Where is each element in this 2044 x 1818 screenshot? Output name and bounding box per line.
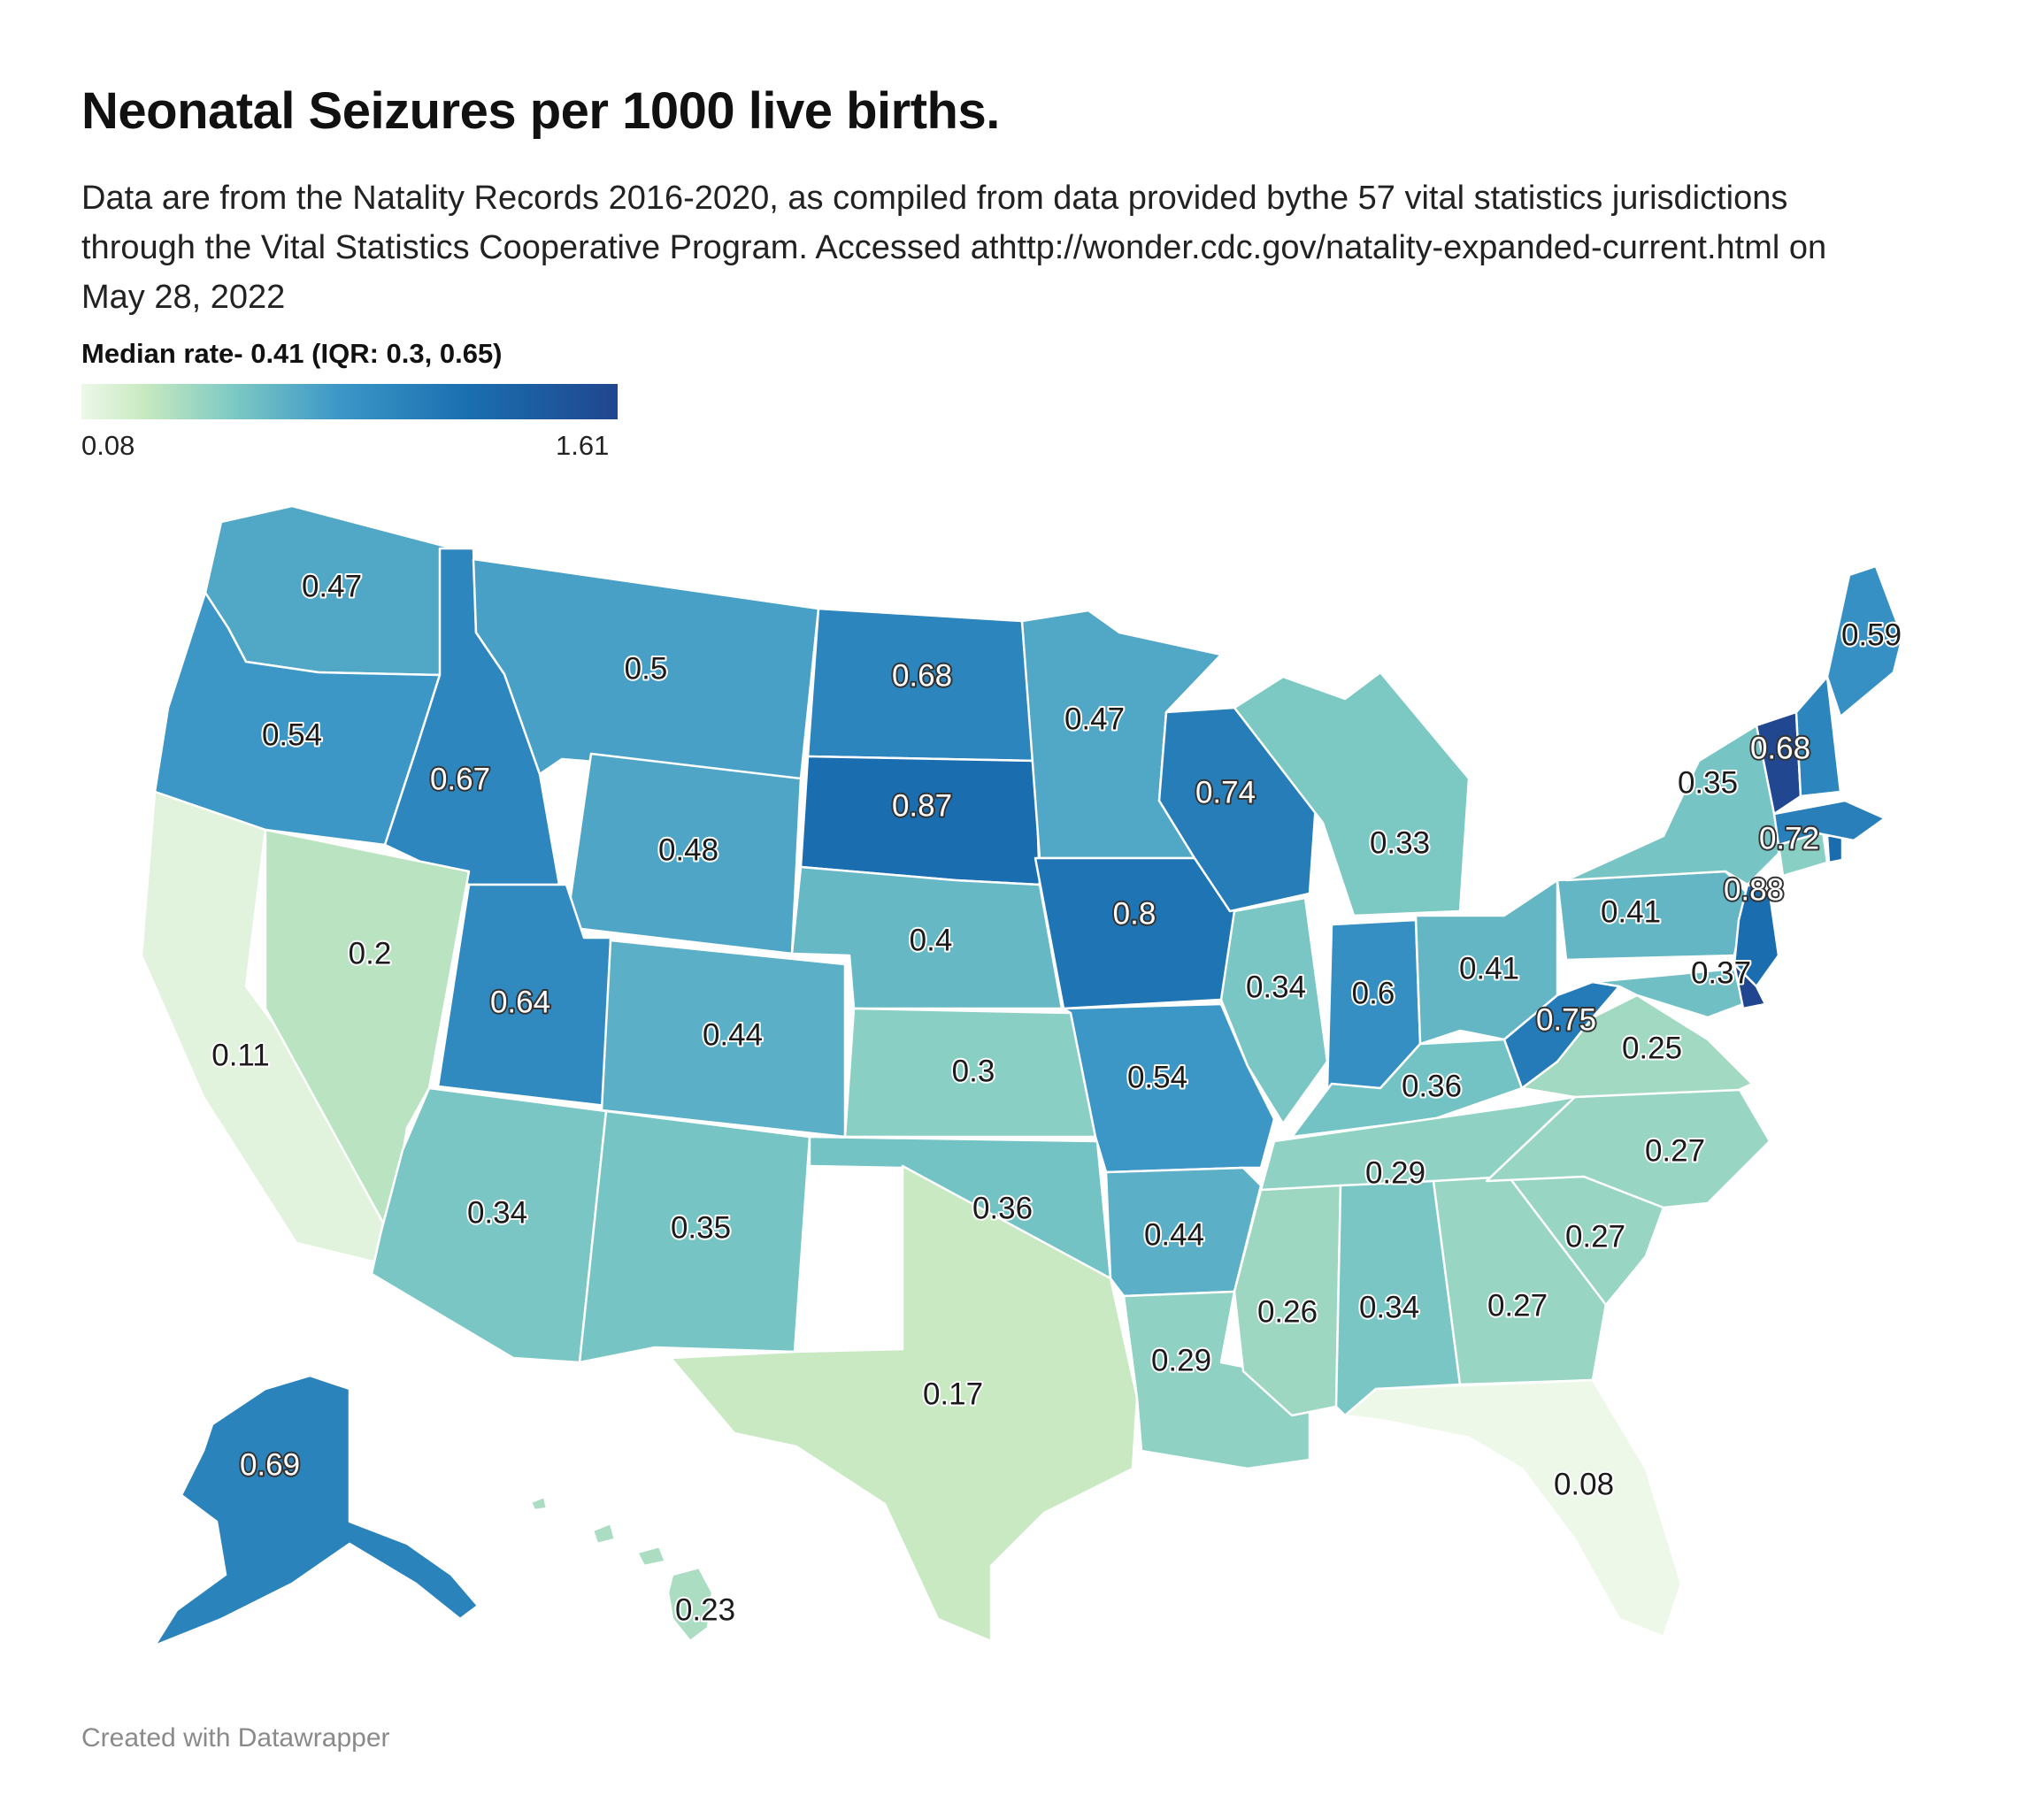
states-layer	[140, 504, 1904, 1647]
state-me[interactable]	[1825, 564, 1904, 718]
state-nv[interactable]	[264, 828, 471, 1236]
state-de[interactable]	[1733, 963, 1767, 1010]
chart-title: Neonatal Seizures per 1000 live births.	[81, 82, 1000, 140]
value-label-ne: 0.4	[910, 923, 953, 957]
state-ak[interactable]	[153, 1374, 480, 1647]
value-label-nj: 0.88	[1724, 872, 1784, 907]
value-label-nh: 0.68	[1750, 731, 1810, 765]
value-label-al: 0.34	[1359, 1290, 1419, 1324]
legend-title: Median rate- 0.41 (IQR: 0.3, 0.65)	[81, 338, 503, 369]
value-label-nd: 0.68	[892, 658, 952, 693]
value-label-la: 0.29	[1151, 1343, 1211, 1377]
value-label-tn: 0.29	[1365, 1155, 1425, 1190]
state-la[interactable]	[1122, 1290, 1311, 1470]
value-label-oh: 0.41	[1459, 951, 1519, 986]
value-labels-layer: 0.47 0.54 0.11 0.67 0.2 0.5 0.48 0.64 0.34 0.44 0.…	[210, 567, 1903, 1629]
value-label-nc: 0.27	[1645, 1133, 1705, 1168]
state-ne[interactable]	[790, 865, 1064, 1010]
value-label-md: 0.37	[1691, 955, 1751, 990]
value-label-wv: 0.75	[1536, 1002, 1596, 1037]
state-fl[interactable]	[1343, 1378, 1683, 1638]
value-label-id: 0.67	[430, 762, 490, 796]
value-label-ms: 0.26	[1257, 1294, 1318, 1329]
state-wv[interactable]	[1502, 980, 1621, 1090]
value-label-ga: 0.27	[1487, 1288, 1548, 1323]
value-label-ca: 0.11	[211, 1038, 270, 1072]
chart-subtitle: Data are from the Natality Records 2016-…	[81, 180, 1827, 316]
value-label-ak: 0.69	[240, 1447, 300, 1482]
value-label-fl: 0.08	[1554, 1467, 1614, 1501]
value-label-wa: 0.47	[302, 569, 362, 603]
value-label-ky: 0.36	[1402, 1069, 1462, 1103]
state-il[interactable]	[1219, 896, 1329, 1125]
value-label-il: 0.34	[1246, 970, 1306, 1004]
value-label-or: 0.54	[262, 717, 322, 752]
value-label-mn: 0.47	[1064, 702, 1125, 736]
value-label-nv: 0.2	[349, 936, 392, 970]
legend-color-scale	[81, 384, 618, 419]
state-ny[interactable]	[1564, 724, 1780, 886]
value-label-in: 0.6	[1352, 976, 1395, 1010]
credit-line: Created with Datawrapper	[81, 1723, 390, 1753]
value-label-ks: 0.3	[952, 1054, 995, 1088]
value-label-mt: 0.5	[625, 651, 668, 686]
value-label-az: 0.34	[467, 1195, 527, 1230]
value-label-va: 0.25	[1622, 1031, 1682, 1065]
value-label-mi: 0.33	[1370, 825, 1430, 860]
legend-max-label: 1.61	[556, 430, 610, 461]
state-nm[interactable]	[578, 1109, 811, 1364]
state-tx[interactable]	[669, 1164, 1139, 1643]
state-nh[interactable]	[1794, 675, 1842, 798]
value-label-ma: 0.72	[1759, 821, 1819, 855]
value-label-wi: 0.74	[1195, 775, 1256, 809]
value-label-nm: 0.35	[671, 1210, 731, 1245]
value-label-mo: 0.54	[1127, 1060, 1187, 1094]
value-label-sc: 0.27	[1565, 1219, 1625, 1254]
value-label-ia: 0.8	[1113, 896, 1156, 931]
value-label-pa: 0.41	[1601, 894, 1661, 929]
value-label-hi: 0.23	[675, 1592, 735, 1627]
value-label-ar: 0.44	[1144, 1217, 1204, 1252]
state-hi[interactable]	[529, 1495, 714, 1643]
value-label-ok: 0.36	[972, 1191, 1033, 1225]
value-label-wy: 0.48	[658, 832, 718, 867]
value-label-ut: 0.64	[490, 985, 550, 1019]
state-ut[interactable]	[436, 883, 612, 1108]
value-label-me: 0.59	[1841, 618, 1902, 652]
legend-min-label: 0.08	[81, 430, 135, 461]
value-label-sd: 0.87	[892, 788, 952, 823]
state-mi[interactable]	[1233, 671, 1471, 917]
state-ma[interactable]	[1772, 799, 1886, 847]
value-label-tx: 0.17	[923, 1377, 983, 1411]
value-label-co: 0.44	[703, 1017, 763, 1052]
value-label-ny: 0.35	[1678, 765, 1738, 800]
